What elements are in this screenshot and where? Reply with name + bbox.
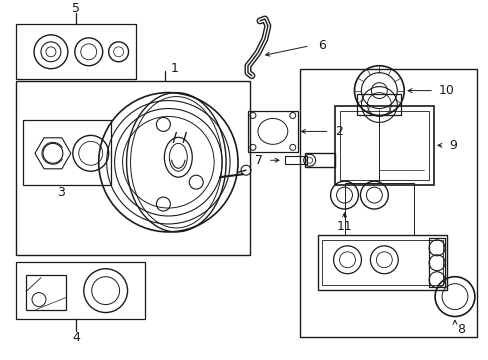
Text: 4: 4 (72, 331, 80, 344)
Text: 7: 7 (254, 154, 263, 167)
Bar (344, 183, 413, 235)
Bar (428, 238, 444, 287)
Text: 2: 2 (335, 125, 343, 138)
Bar (339, 111, 428, 180)
Text: 3: 3 (57, 186, 65, 199)
Bar (304, 153, 334, 167)
Bar (299, 69, 476, 337)
Bar (23, 121, 110, 185)
Bar (357, 94, 401, 116)
Bar (16, 24, 135, 78)
Bar (321, 240, 442, 285)
Text: 10: 10 (438, 84, 454, 97)
Text: 6: 6 (317, 39, 325, 52)
Text: 11: 11 (336, 220, 352, 233)
Text: 9: 9 (448, 139, 456, 152)
Bar (317, 235, 446, 290)
Bar (247, 111, 297, 152)
Bar (26, 275, 66, 310)
Text: 5: 5 (72, 3, 80, 15)
Bar (16, 81, 249, 255)
Bar (16, 262, 145, 319)
Bar (334, 105, 433, 185)
Bar (284, 156, 306, 164)
Text: 1: 1 (170, 62, 178, 75)
Text: 8: 8 (456, 323, 464, 336)
